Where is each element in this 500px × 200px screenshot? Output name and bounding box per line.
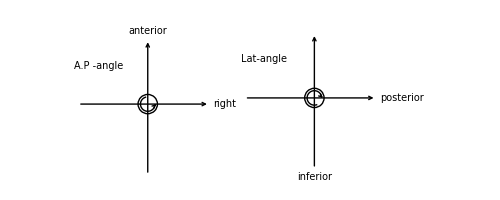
Text: right: right [214,99,236,109]
Text: anterior: anterior [128,26,167,36]
Text: inferior: inferior [297,172,332,182]
Text: posterior: posterior [380,93,424,103]
Text: A.P -angle: A.P -angle [74,61,124,71]
Text: Lat-angle: Lat-angle [241,54,287,64]
